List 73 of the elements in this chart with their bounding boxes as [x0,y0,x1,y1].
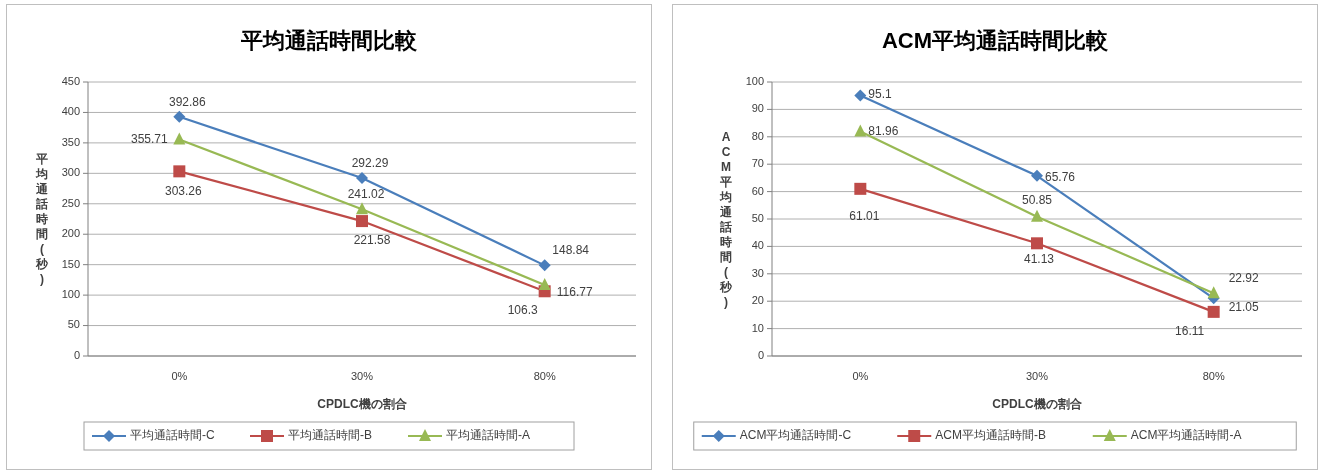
y-tick-label: 0 [757,348,764,361]
data-label: 65.76 [1045,169,1076,184]
data-label: 50.85 [1021,192,1053,207]
point [1031,209,1043,222]
y-tick-label: 50 [751,211,764,224]
x-tick-label: 30% [1025,370,1049,382]
data-label: 95.1 [868,86,893,101]
data-label: 81.96 [868,123,899,138]
data-label: 22.92 [1228,271,1260,286]
point [356,202,368,215]
data-label: 148.84 [552,242,590,257]
point [1207,305,1220,318]
y-tick-label: 150 [61,257,80,270]
data-label: 106.3 [507,303,539,318]
data-label: 355.71 [130,131,169,146]
x-tick-label: 30% [350,370,374,382]
text: 平均通話時間(秒) [36,152,48,286]
y-tick-label: 400 [61,105,80,118]
y-tick-label: 60 [751,184,764,197]
x-tick-label: 0% [852,370,869,382]
y-tick-label: 250 [61,196,80,209]
y-tick-label: 0 [73,348,80,361]
y-tick-label: 50 [67,318,80,331]
y-tick-label: 40 [751,239,764,252]
legend-label: 平均通話時間-B [288,428,372,443]
point [1031,237,1043,250]
y-tick-label: 100 [745,74,764,87]
data-label: 241.02 [347,187,385,202]
y-tick-label: 70 [751,157,764,170]
legend-label: 平均通話時間-C [130,428,215,443]
x-axis-title: CPDLC機の割合 [317,397,408,411]
legend-label: ACM平均通話時間-C [739,428,852,443]
data-label: 221.58 [353,233,391,248]
point [173,132,186,145]
point [1031,169,1043,182]
point [854,124,867,137]
point [356,172,368,185]
legend-label: 平均通話時間-A [446,428,530,443]
point [854,182,867,195]
y-tick-label: 10 [751,321,764,334]
x-tick-label: 80% [533,370,556,382]
point [538,259,551,272]
data-label: 61.01 [849,209,880,223]
data-label: 292.29 [351,156,389,171]
data-label: 16.11 [1175,324,1205,339]
y-tick-label: 200 [61,227,80,240]
y-tick-label: 450 [61,74,80,87]
data-label: 303.26 [164,183,203,198]
point [173,110,186,123]
legend-label: ACM平均通話時間-A [1130,428,1242,443]
point [538,277,551,290]
y-tick-label: 20 [751,294,764,307]
point [1207,286,1220,299]
point [356,215,368,228]
x-axis-title: CPDLC機の割合 [992,397,1083,411]
y-tick-label: 350 [61,135,80,148]
data-label: 41.13 [1023,252,1055,267]
y-tick-label: 80 [751,129,764,142]
y-tick-label: 30 [751,266,764,279]
data-label: 21.05 [1228,300,1260,315]
text: ACM平均通話時間(秒) [720,129,732,309]
legend-label: ACM平均通話時間-B [935,428,1046,443]
point [173,165,186,178]
x-tick-label: 0% [171,370,188,382]
y-tick-label: 100 [61,288,80,301]
chart-title: 平均通話時間比較 [240,28,418,53]
y-tick-label: 300 [61,166,80,179]
chart-title: ACM平均通話時間比較 [881,28,1110,53]
y-tick-label: 90 [751,102,764,115]
x-tick-label: 80% [1202,370,1225,382]
point [854,89,867,102]
data-label: 392.86 [168,94,207,109]
data-label: 116.77 [556,285,593,300]
